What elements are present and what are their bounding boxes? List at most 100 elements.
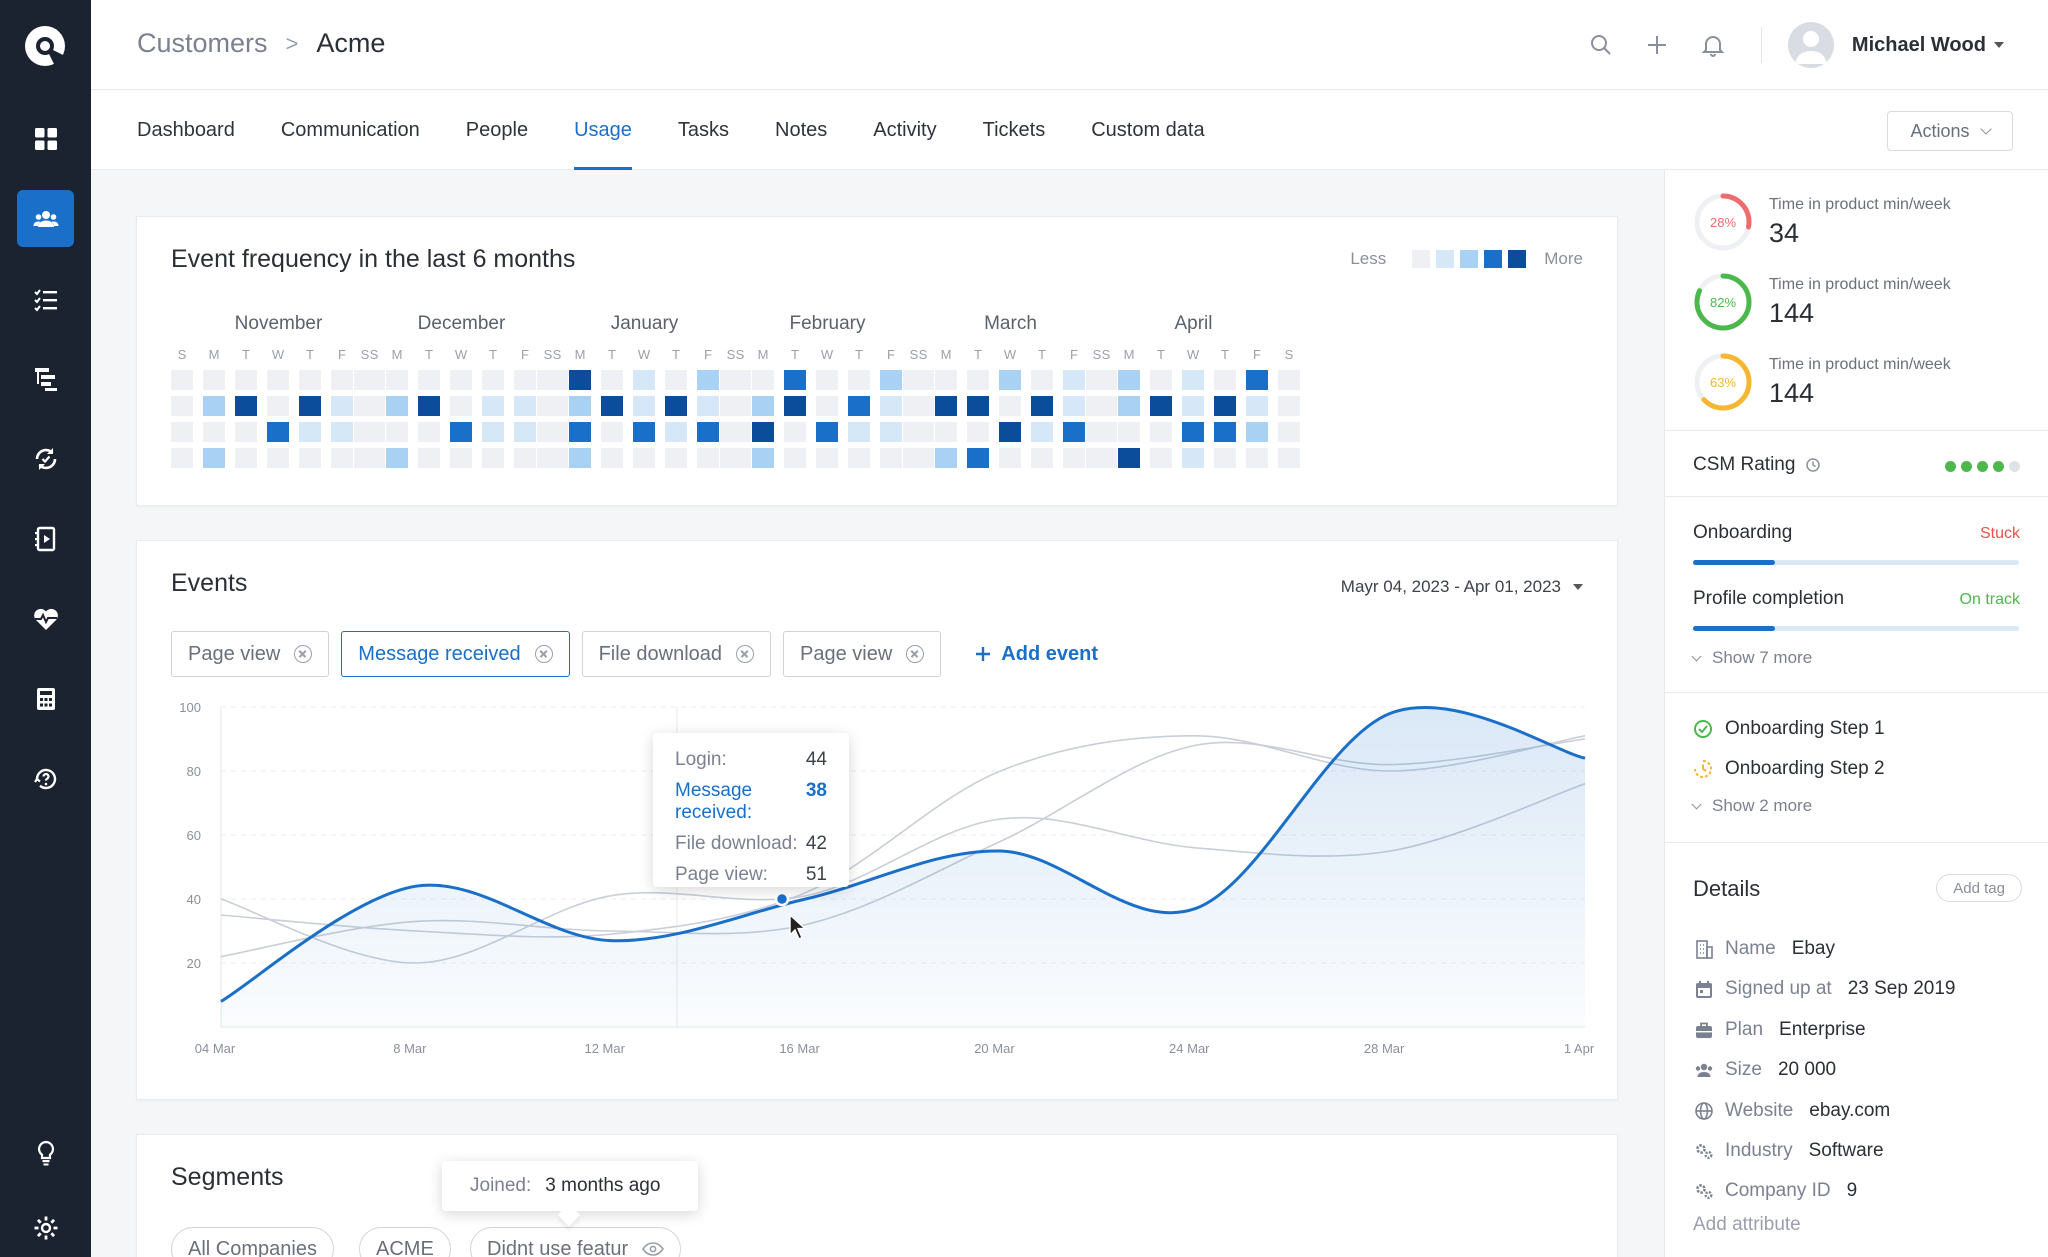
event-chip[interactable]: File download [581,631,772,677]
heatmap-cell[interactable] [999,396,1021,416]
heatmap-cell[interactable] [1214,396,1236,416]
heatmap-cell[interactable] [203,448,225,468]
heatmap-cell[interactable] [1214,370,1236,390]
heatmap-cell[interactable] [752,448,774,468]
heatmap-cell[interactable] [1182,448,1204,468]
heatmap-cell[interactable] [816,448,838,468]
heatmap-cell[interactable] [880,448,902,468]
heatmap-cell[interactable] [1246,422,1268,442]
heatmap-cell[interactable] [1063,448,1085,468]
heatmap-cell[interactable] [880,396,902,416]
sidebar-item-health[interactable] [17,590,74,647]
heatmap-cell[interactable] [697,396,719,416]
heatmap-cell[interactable] [1150,370,1172,390]
heatmap-cell[interactable] [235,422,257,442]
heatmap-cell[interactable] [1086,370,1108,390]
heatmap-cell[interactable] [267,370,289,390]
search-button[interactable] [1573,17,1629,73]
heatmap-cell[interactable] [514,396,536,416]
heatmap-cell[interactable] [514,370,536,390]
heatmap-cell[interactable] [935,448,957,468]
heatmap-cell[interactable] [1118,396,1140,416]
tab-tasks[interactable]: Tasks [677,118,730,141]
heatmap-cell[interactable] [1150,396,1172,416]
heatmap-cell[interactable] [1214,448,1236,468]
heatmap-cell[interactable] [848,422,870,442]
sidebar-item-calculator[interactable] [17,670,74,727]
heatmap-cell[interactable] [171,448,193,468]
heatmap-cell[interactable] [418,370,440,390]
heatmap-cell[interactable] [784,370,806,390]
heatmap-cell[interactable] [601,448,623,468]
heatmap-cell[interactable] [720,448,742,468]
heatmap-cell[interactable] [880,422,902,442]
heatmap-cell[interactable] [267,396,289,416]
heatmap-cell[interactable] [1182,370,1204,390]
sidebar-item-settings[interactable] [17,1204,74,1252]
heatmap-cell[interactable] [514,422,536,442]
heatmap-cell[interactable] [386,422,408,442]
heatmap-cell[interactable] [1086,396,1108,416]
tab-activity[interactable]: Activity [873,118,937,141]
heatmap-cell[interactable] [903,370,925,390]
heatmap-cell[interactable] [1150,422,1172,442]
heatmap-cell[interactable] [386,448,408,468]
heatmap-cell[interactable] [537,448,559,468]
heatmap-cell[interactable] [880,370,902,390]
heatmap-cell[interactable] [450,370,472,390]
tab-notes[interactable]: Notes [775,118,828,141]
heatmap-cell[interactable] [967,448,989,468]
heatmap-cell[interactable] [848,396,870,416]
heatmap-cell[interactable] [450,396,472,416]
heatmap-cell[interactable] [482,448,504,468]
heatmap-cell[interactable] [903,396,925,416]
show-more-button[interactable]: Show 2 more [1691,796,1812,816]
heatmap-cell[interactable] [418,422,440,442]
heatmap-cell[interactable] [569,396,591,416]
breadcrumb-parent[interactable]: Customers [137,28,268,58]
heatmap-cell[interactable] [697,448,719,468]
heatmap-cell[interactable] [903,422,925,442]
heatmap-cell[interactable] [1063,370,1085,390]
heatmap-cell[interactable] [1063,396,1085,416]
tab-dashboard[interactable]: Dashboard [137,118,235,141]
heatmap-cell[interactable] [537,422,559,442]
heatmap-cell[interactable] [967,422,989,442]
heatmap-cell[interactable] [665,396,687,416]
heatmap-cell[interactable] [784,396,806,416]
heatmap-cell[interactable] [784,422,806,442]
heatmap-cell[interactable] [171,422,193,442]
notifications-button[interactable] [1685,17,1741,73]
heatmap-cell[interactable] [1182,396,1204,416]
heatmap-cell[interactable] [537,396,559,416]
heatmap-cell[interactable] [450,448,472,468]
heatmap-cell[interactable] [601,422,623,442]
tab-custom-data[interactable]: Custom data [1091,118,1205,141]
tab-people[interactable]: People [465,118,529,141]
sidebar-item-tasks[interactable] [17,270,74,327]
heatmap-cell[interactable] [1246,396,1268,416]
heatmap-cell[interactable] [299,396,321,416]
sidebar-item-ideas[interactable] [17,1124,74,1181]
heatmap-cell[interactable] [267,448,289,468]
hover-point[interactable] [774,891,790,907]
heatmap-cell[interactable] [720,396,742,416]
remove-chip-icon[interactable] [534,645,553,663]
heatmap-cell[interactable] [1031,448,1053,468]
show-more-button[interactable]: Show 7 more [1691,648,1812,668]
heatmap-cell[interactable] [665,422,687,442]
heatmap-cell[interactable] [633,370,655,390]
step-item[interactable]: Onboarding Step 1 [1693,718,1885,740]
heatmap-cell[interactable] [569,448,591,468]
heatmap-cell[interactable] [697,370,719,390]
segment-chip[interactable]: Didnt use featur [470,1227,682,1257]
step-item[interactable]: Onboarding Step 2 [1693,758,1885,780]
history-icon[interactable] [1805,457,1821,473]
heatmap-cell[interactable] [354,396,376,416]
heatmap-cell[interactable] [935,370,957,390]
heatmap-cell[interactable] [1086,422,1108,442]
heatmap-cell[interactable] [665,370,687,390]
sidebar-item-help[interactable] [17,750,74,807]
heatmap-cell[interactable] [935,422,957,442]
heatmap-cell[interactable] [1214,422,1236,442]
